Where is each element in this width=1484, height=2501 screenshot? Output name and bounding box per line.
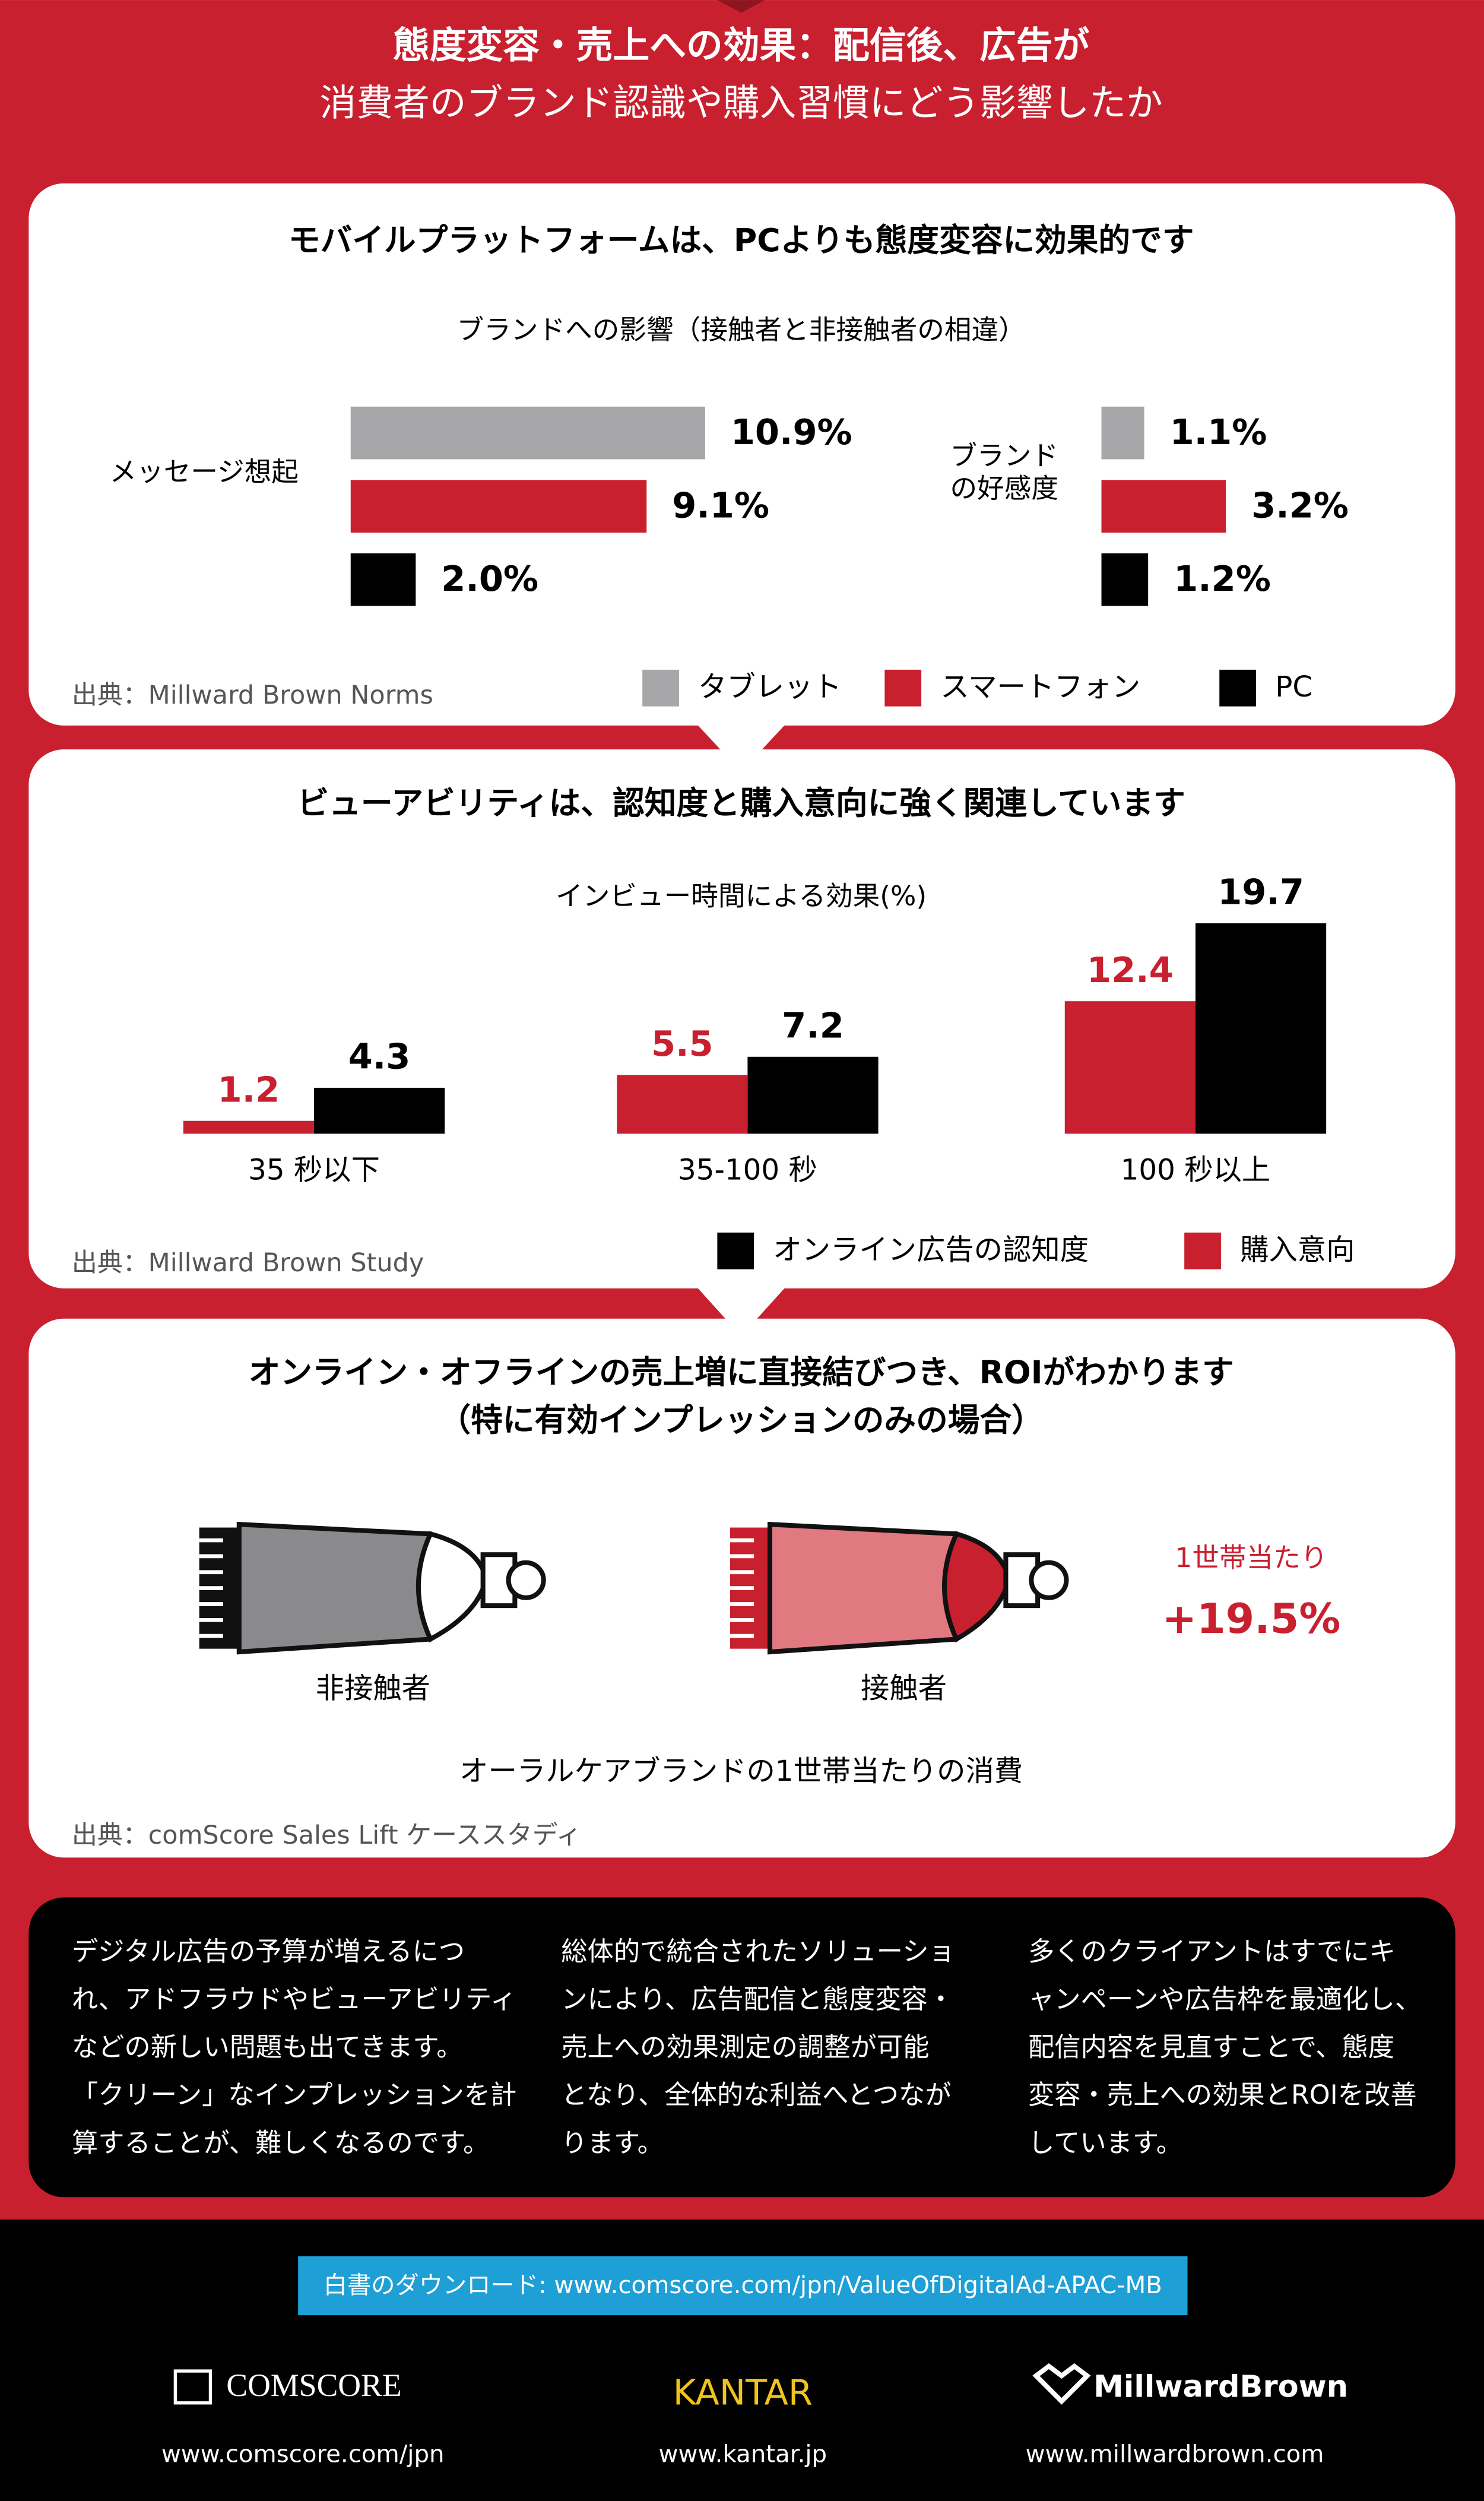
chart-subtitle: ブランドへの影響（接触者と非接触者の相違） bbox=[457, 314, 1026, 346]
chart-title: ビューアビリティは、認知度と購入意向に強く関連しています bbox=[297, 784, 1185, 822]
value-label: 19.7 bbox=[1217, 872, 1304, 913]
category-label: ブランドの好感度 bbox=[950, 440, 1058, 504]
group-label: 接触者 bbox=[861, 1671, 947, 1705]
value-label: 1.1% bbox=[1170, 411, 1267, 452]
note-line: デジタル広告の予算が増えるにつ bbox=[72, 1937, 465, 1967]
value-label: 5.5 bbox=[651, 1023, 714, 1064]
notch bbox=[717, 0, 765, 13]
category-label: 100 秒以上 bbox=[1121, 1154, 1271, 1187]
download-link[interactable]: 白書のダウンロード: www.comscore.com/jpn/ValueOfD… bbox=[324, 2272, 1162, 2299]
value-label: 7.2 bbox=[782, 1005, 844, 1046]
source: 出典：Millward Brown Study bbox=[72, 1248, 424, 1278]
bar bbox=[350, 553, 416, 606]
legend-label: オンライン広告の認知度 bbox=[773, 1233, 1089, 1267]
note-line: などの新しい問題も出てきます。 bbox=[72, 2033, 463, 2063]
logo: MillwardBrown bbox=[1093, 2370, 1348, 2405]
caption: オーラルケアブランドの1世帯当たりの消費 bbox=[459, 1755, 1023, 1788]
bar bbox=[1064, 1001, 1196, 1134]
section-title: オンライン・オフラインの売上増に直接結びつき、ROIがわかります bbox=[249, 1353, 1234, 1391]
bar bbox=[1195, 923, 1327, 1134]
url: www.comscore.com/jpn bbox=[161, 2440, 445, 2468]
section-title: （特に有効インプレッションのみの場合） bbox=[439, 1401, 1043, 1439]
group-label: 非接触者 bbox=[316, 1671, 430, 1705]
source: 出典：Millward Brown Norms bbox=[72, 680, 433, 710]
chart-title: モバイルプラットフォームは、PCよりも態度変容に効果的です bbox=[288, 221, 1194, 259]
value-label: 2.0% bbox=[441, 558, 538, 599]
category-label: 35 秒以下 bbox=[248, 1154, 380, 1187]
note-line: となり、全体的な利益へとつなが bbox=[561, 2080, 951, 2110]
legend-swatch bbox=[642, 669, 679, 707]
bar bbox=[183, 1120, 315, 1134]
note-line: 変容・売上への効果とROIを改善 bbox=[1028, 2080, 1417, 2110]
note-line: 総体的で統合されたソリューショ bbox=[561, 1937, 955, 1967]
legend-swatch bbox=[1184, 1232, 1221, 1270]
value-label: 1.2% bbox=[1174, 558, 1271, 599]
lift-value: +19.5% bbox=[1162, 1595, 1341, 1643]
value-label: 4.3 bbox=[348, 1036, 411, 1077]
download-button[interactable] bbox=[298, 2256, 1188, 2316]
note-line: 売上への効果測定の調整が可能 bbox=[561, 2033, 929, 2063]
bar bbox=[1101, 480, 1226, 533]
category-label: 35-100 秒 bbox=[678, 1154, 817, 1187]
legend-label: タブレット bbox=[698, 670, 842, 704]
note-line: 配信内容を見直すことで、態度 bbox=[1028, 2033, 1394, 2063]
tube-icon bbox=[199, 1521, 546, 1655]
url: www.millwardbrown.com bbox=[1026, 2440, 1324, 2468]
card bbox=[28, 749, 1456, 1289]
value-label: 1.2 bbox=[218, 1069, 280, 1110]
logo-icon bbox=[173, 2369, 213, 2405]
value-label: 9.1% bbox=[672, 485, 769, 525]
note-line: 算することが、難しくなるのです。 bbox=[72, 2128, 489, 2158]
header-title: 態度変容・売上への効果：配信後、広告が bbox=[393, 24, 1089, 67]
legend-swatch bbox=[884, 669, 922, 707]
legend-label: PC bbox=[1275, 670, 1312, 704]
logo-icon bbox=[1032, 2363, 1091, 2405]
url: www.kantar.jp bbox=[659, 2440, 827, 2468]
connector bbox=[696, 1287, 786, 1337]
note-line: しています。 bbox=[1028, 2128, 1182, 2158]
bar bbox=[1101, 553, 1149, 606]
bar bbox=[1101, 406, 1144, 460]
chart-subtitle: インビュー時間による効果(%) bbox=[556, 880, 927, 911]
bar bbox=[617, 1075, 748, 1134]
header-title: 消費者のブランド認識や購入習慣にどう影響したか bbox=[320, 81, 1163, 124]
legend-label: 購入意向 bbox=[1240, 1233, 1355, 1267]
logo: KANTAR bbox=[673, 2372, 813, 2413]
note-line: ります。 bbox=[561, 2128, 664, 2158]
note-line: ャンペーンや広告枠を最適化し、 bbox=[1028, 1984, 1421, 2015]
legend-label: スマートフォン bbox=[940, 670, 1140, 704]
tube-icon bbox=[730, 1521, 1069, 1655]
bar bbox=[314, 1087, 445, 1134]
note-line: ンにより、広告配信と態度変容・ bbox=[561, 1984, 954, 2015]
logo: COMSCORE bbox=[226, 2367, 401, 2403]
card bbox=[28, 183, 1456, 726]
note-line: 「クリーン」なインプレッションを計 bbox=[72, 2080, 517, 2110]
notes-box bbox=[28, 1897, 1456, 2198]
source: 出典：comScore Sales Lift ケーススタディ bbox=[72, 1821, 582, 1850]
category-label: メッセージ想起 bbox=[109, 456, 298, 487]
value-label: 10.9% bbox=[731, 411, 852, 452]
bar bbox=[350, 480, 647, 533]
legend-swatch bbox=[1219, 669, 1257, 707]
connector bbox=[696, 724, 786, 772]
value-label: 12.4 bbox=[1087, 949, 1174, 990]
note-line: れ、アドフラウドやビューアビリティ bbox=[72, 1984, 516, 2015]
bar bbox=[350, 406, 705, 460]
bar bbox=[747, 1056, 879, 1134]
value-label: 3.2% bbox=[1251, 485, 1349, 525]
note-line: 多くのクライアントはすでにキ bbox=[1028, 1937, 1396, 1967]
lift-label: 1世帯当たり bbox=[1175, 1542, 1327, 1574]
legend-swatch bbox=[717, 1232, 754, 1270]
